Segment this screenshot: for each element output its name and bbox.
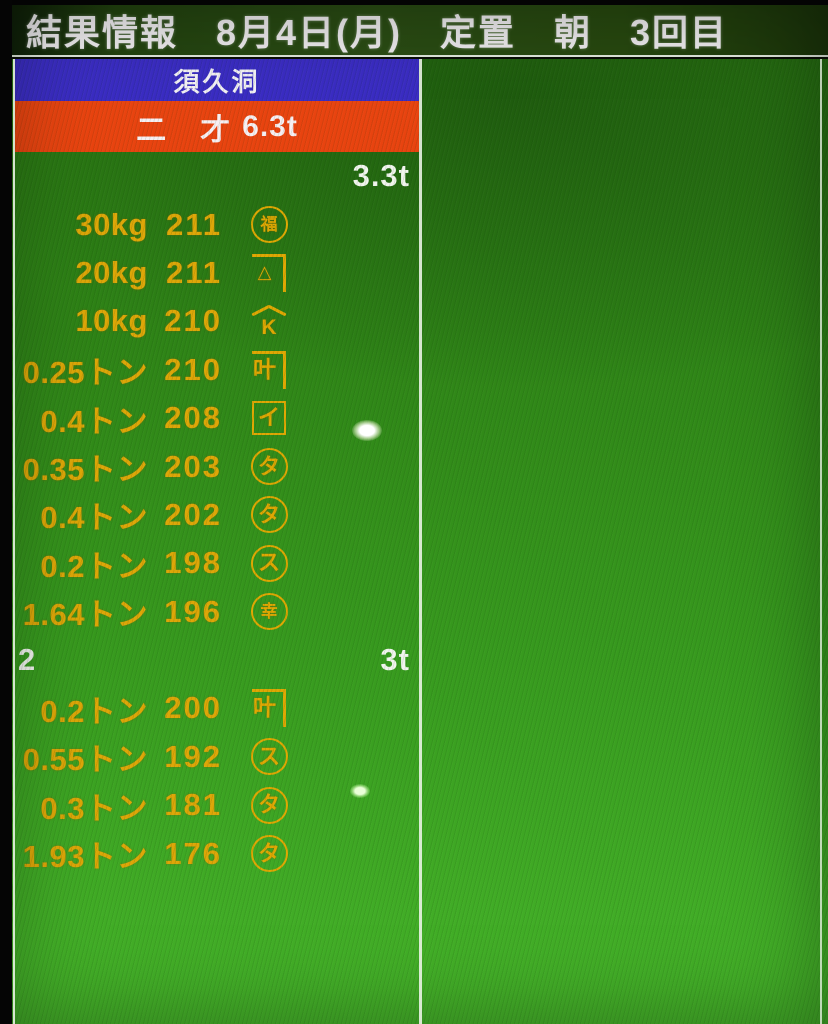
lot-weight: 0.25トン [22,355,148,391]
maru-fuku-mark: 福 [250,206,288,244]
maru-ta-mark: タ [250,835,288,873]
mark-cell: K [250,305,288,338]
mark-cell: タ [250,835,288,873]
lot-price: 176 [164,835,222,871]
lot-weight: 1.93トン [22,839,148,875]
mark-cell: 福 [250,206,288,244]
lot-price: 181 [164,787,222,823]
group-subtotal: 3.3t [352,158,410,194]
lot-row: 0.55トン 192 ス [15,733,419,781]
category-label: 二 才 [136,113,233,147]
lot-row: 0.35トン 203 タ [15,442,419,490]
lot-row: 0.25トン 210 叶 [15,346,419,394]
category-total: 6.3t [242,109,298,143]
panel-left-border [13,59,15,1024]
lot-price: 211 [165,206,222,242]
maru-ta-mark: タ [250,448,288,486]
maru-ta-mark: タ [250,786,288,824]
lot-row: 0.3トン 181 タ [15,781,419,829]
lot-price: 203 [164,448,222,484]
board-background: 須久洞 二 才 6.3t 3.3t 30kg 211 福 20kg 211 △ … [0,59,828,1024]
mark-cell: タ [250,786,288,824]
mark-cell: 幸 [250,593,288,631]
page-title: 結果情報 8月4日(月) 定置 朝 3回目 [26,12,729,53]
group-header: 3.3t [15,152,419,200]
lot-price: 192 [164,738,222,774]
lot-row: 10kg 210 K [15,297,419,345]
panel-divider [419,59,422,1024]
panel-right-border [820,59,822,1024]
titlebar: 結果情報 8月4日(月) 定置 朝 3回目 [0,0,828,57]
lot-weight: 0.4トン [40,500,148,536]
mark-cell: タ [250,448,288,486]
catch-result-panel: 須久洞 二 才 6.3t 3.3t 30kg 211 福 20kg 211 △ … [15,59,419,1024]
lot-price: 202 [164,496,222,532]
lot-weight: 1.64トン [22,597,148,633]
lot-price: 196 [164,593,222,629]
lot-row: 20kg 211 △ [15,249,419,297]
lot-weight: 0.35トン [22,452,148,488]
lot-row: 0.2トン 198 ス [15,539,419,587]
kaku-i-mark: イ [252,401,286,436]
lot-weight: 0.4トン [40,403,148,439]
lot-weight: 0.55トン [22,742,148,778]
lot-weight: 0.2トン [40,548,148,584]
lot-price: 200 [164,690,222,726]
screen-edge [0,0,12,1024]
mark-cell: タ [250,496,288,534]
mark-cell: イ [250,401,288,436]
lot-price: 210 [164,303,222,339]
group-subtotal: 3t [380,642,410,678]
group-header: 2 3t [15,636,419,684]
mark-cell: ス [250,738,288,776]
lot-weight: 0.2トン [40,693,148,729]
lot-price: 211 [165,254,222,290]
mark-cell: △ [250,253,288,292]
yane-k-mark: K [252,305,286,338]
roof-icon [252,305,286,318]
corner-kano-mark: 叶 [252,689,286,728]
lot-weight: 30kg [75,206,148,242]
lot-row: 1.64トン 196 幸 [15,588,419,636]
lot-weight: 20kg [75,254,148,290]
lot-weight: 10kg [75,303,148,339]
lot-row: 0.2トン 200 叶 [15,684,419,732]
corner-triangle-mark: △ [252,253,286,292]
lot-price: 198 [164,545,222,581]
lot-row: 30kg 211 福 [15,200,419,248]
lot-price: 208 [164,400,222,436]
lot-row: 0.4トン 202 タ [15,491,419,539]
lot-price: 210 [164,351,222,387]
mark-cell: ス [250,544,288,582]
location-name: 須久洞 [173,66,261,97]
lot-weight: 0.3トン [40,790,148,826]
mark-cell: 叶 [250,689,288,728]
maru-ta-mark: タ [250,496,288,534]
corner-kano-mark: 叶 [252,350,286,389]
maru-sachi-mark: 幸 [250,593,288,631]
mark-cell: 叶 [250,350,288,389]
group-number: 2 [18,642,36,678]
location-header: 須久洞 [15,59,419,101]
maru-su-mark: ス [250,544,288,582]
auction-rows: 3.3t 30kg 211 福 20kg 211 △ 10kg 210 K 0.… [15,152,419,878]
lot-row: 1.93トン 176 タ [15,829,419,877]
maru-su-mark: ス [250,738,288,776]
lot-row: 0.4トン 208 イ [15,394,419,442]
category-header: 二 才 6.3t [15,101,419,152]
